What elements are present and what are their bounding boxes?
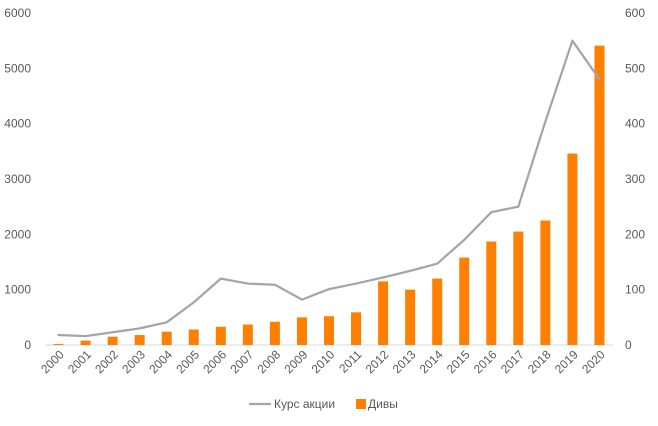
bar-divy-2011 [351,312,361,345]
y-right-tick-label: 400 [625,117,645,131]
bar-divy-2005 [189,330,199,345]
bar-divy-2000 [54,344,64,345]
bar-divy-2017 [513,232,523,345]
bar-divy-2015 [459,258,469,345]
y-right-tick-label: 100 [625,283,645,297]
y-right-tick-label: 500 [625,61,645,75]
y-left-tick-label: 2000 [4,227,31,241]
bar-divy-2004 [162,332,172,345]
x-tick-label: 2019 [552,347,581,376]
x-tick-label: 2016 [471,347,500,376]
bar-divy-2012 [378,281,388,345]
bar-divy-2016 [486,242,496,345]
bar-divy-2006 [216,327,226,345]
x-tick-label: 2006 [200,347,229,376]
bar-divy-2009 [297,317,307,345]
legend: Курс акции Дивы [249,397,398,411]
y-right-tick-label: 0 [625,338,632,352]
x-tick-label: 2000 [38,347,67,376]
y-right-tick-label: 600 [625,6,645,20]
x-tick-label: 2017 [498,347,527,376]
bar-divy-2001 [81,341,91,345]
bar-divy-2014 [432,279,442,345]
y-left-tick-label: 4000 [4,117,31,131]
y-left-tick-label: 5000 [4,61,31,75]
bar-divy-2002 [108,337,118,345]
x-tick-label: 2012 [363,347,392,376]
x-tick-label: 2014 [417,347,446,376]
bar-divy-2007 [243,325,253,345]
y-left-tick-label: 3000 [4,172,31,186]
x-tick-label: 2002 [92,347,121,376]
y-right-tick-label: 300 [625,172,645,186]
bar-divy-2020 [594,46,604,345]
legend-label-kurs: Курс акции [274,397,335,411]
y-left-tick-label: 6000 [4,6,31,20]
x-tick-label: 2001 [65,347,94,376]
x-tick-label: 2020 [579,347,608,376]
x-tick-label: 2008 [254,347,283,376]
bar-divy-2003 [135,335,145,345]
x-tick-label: 2005 [173,347,202,376]
x-tick-label: 2003 [119,347,148,376]
bar-divy-2019 [567,154,577,345]
x-tick-label: 2004 [146,347,175,376]
y-left-tick-label: 1000 [4,283,31,297]
x-tick-label: 2007 [227,347,256,376]
x-tick-label: 2010 [309,347,338,376]
x-tick-label: 2013 [390,347,419,376]
legend-label-divy: Дивы [368,397,398,411]
y-right-tick-label: 200 [625,227,645,241]
bar-divy-2018 [540,221,550,346]
legend-bar-swatch [356,399,366,409]
x-tick-label: 2011 [336,347,364,375]
bar-divy-2008 [270,322,280,345]
x-tick-label: 2015 [444,347,473,376]
y-left-tick-label: 0 [24,338,31,352]
bar-divy-2010 [324,316,334,345]
x-tick-label: 2018 [525,347,554,376]
x-tick-label: 2009 [282,347,311,376]
bar-divy-2013 [405,290,415,345]
